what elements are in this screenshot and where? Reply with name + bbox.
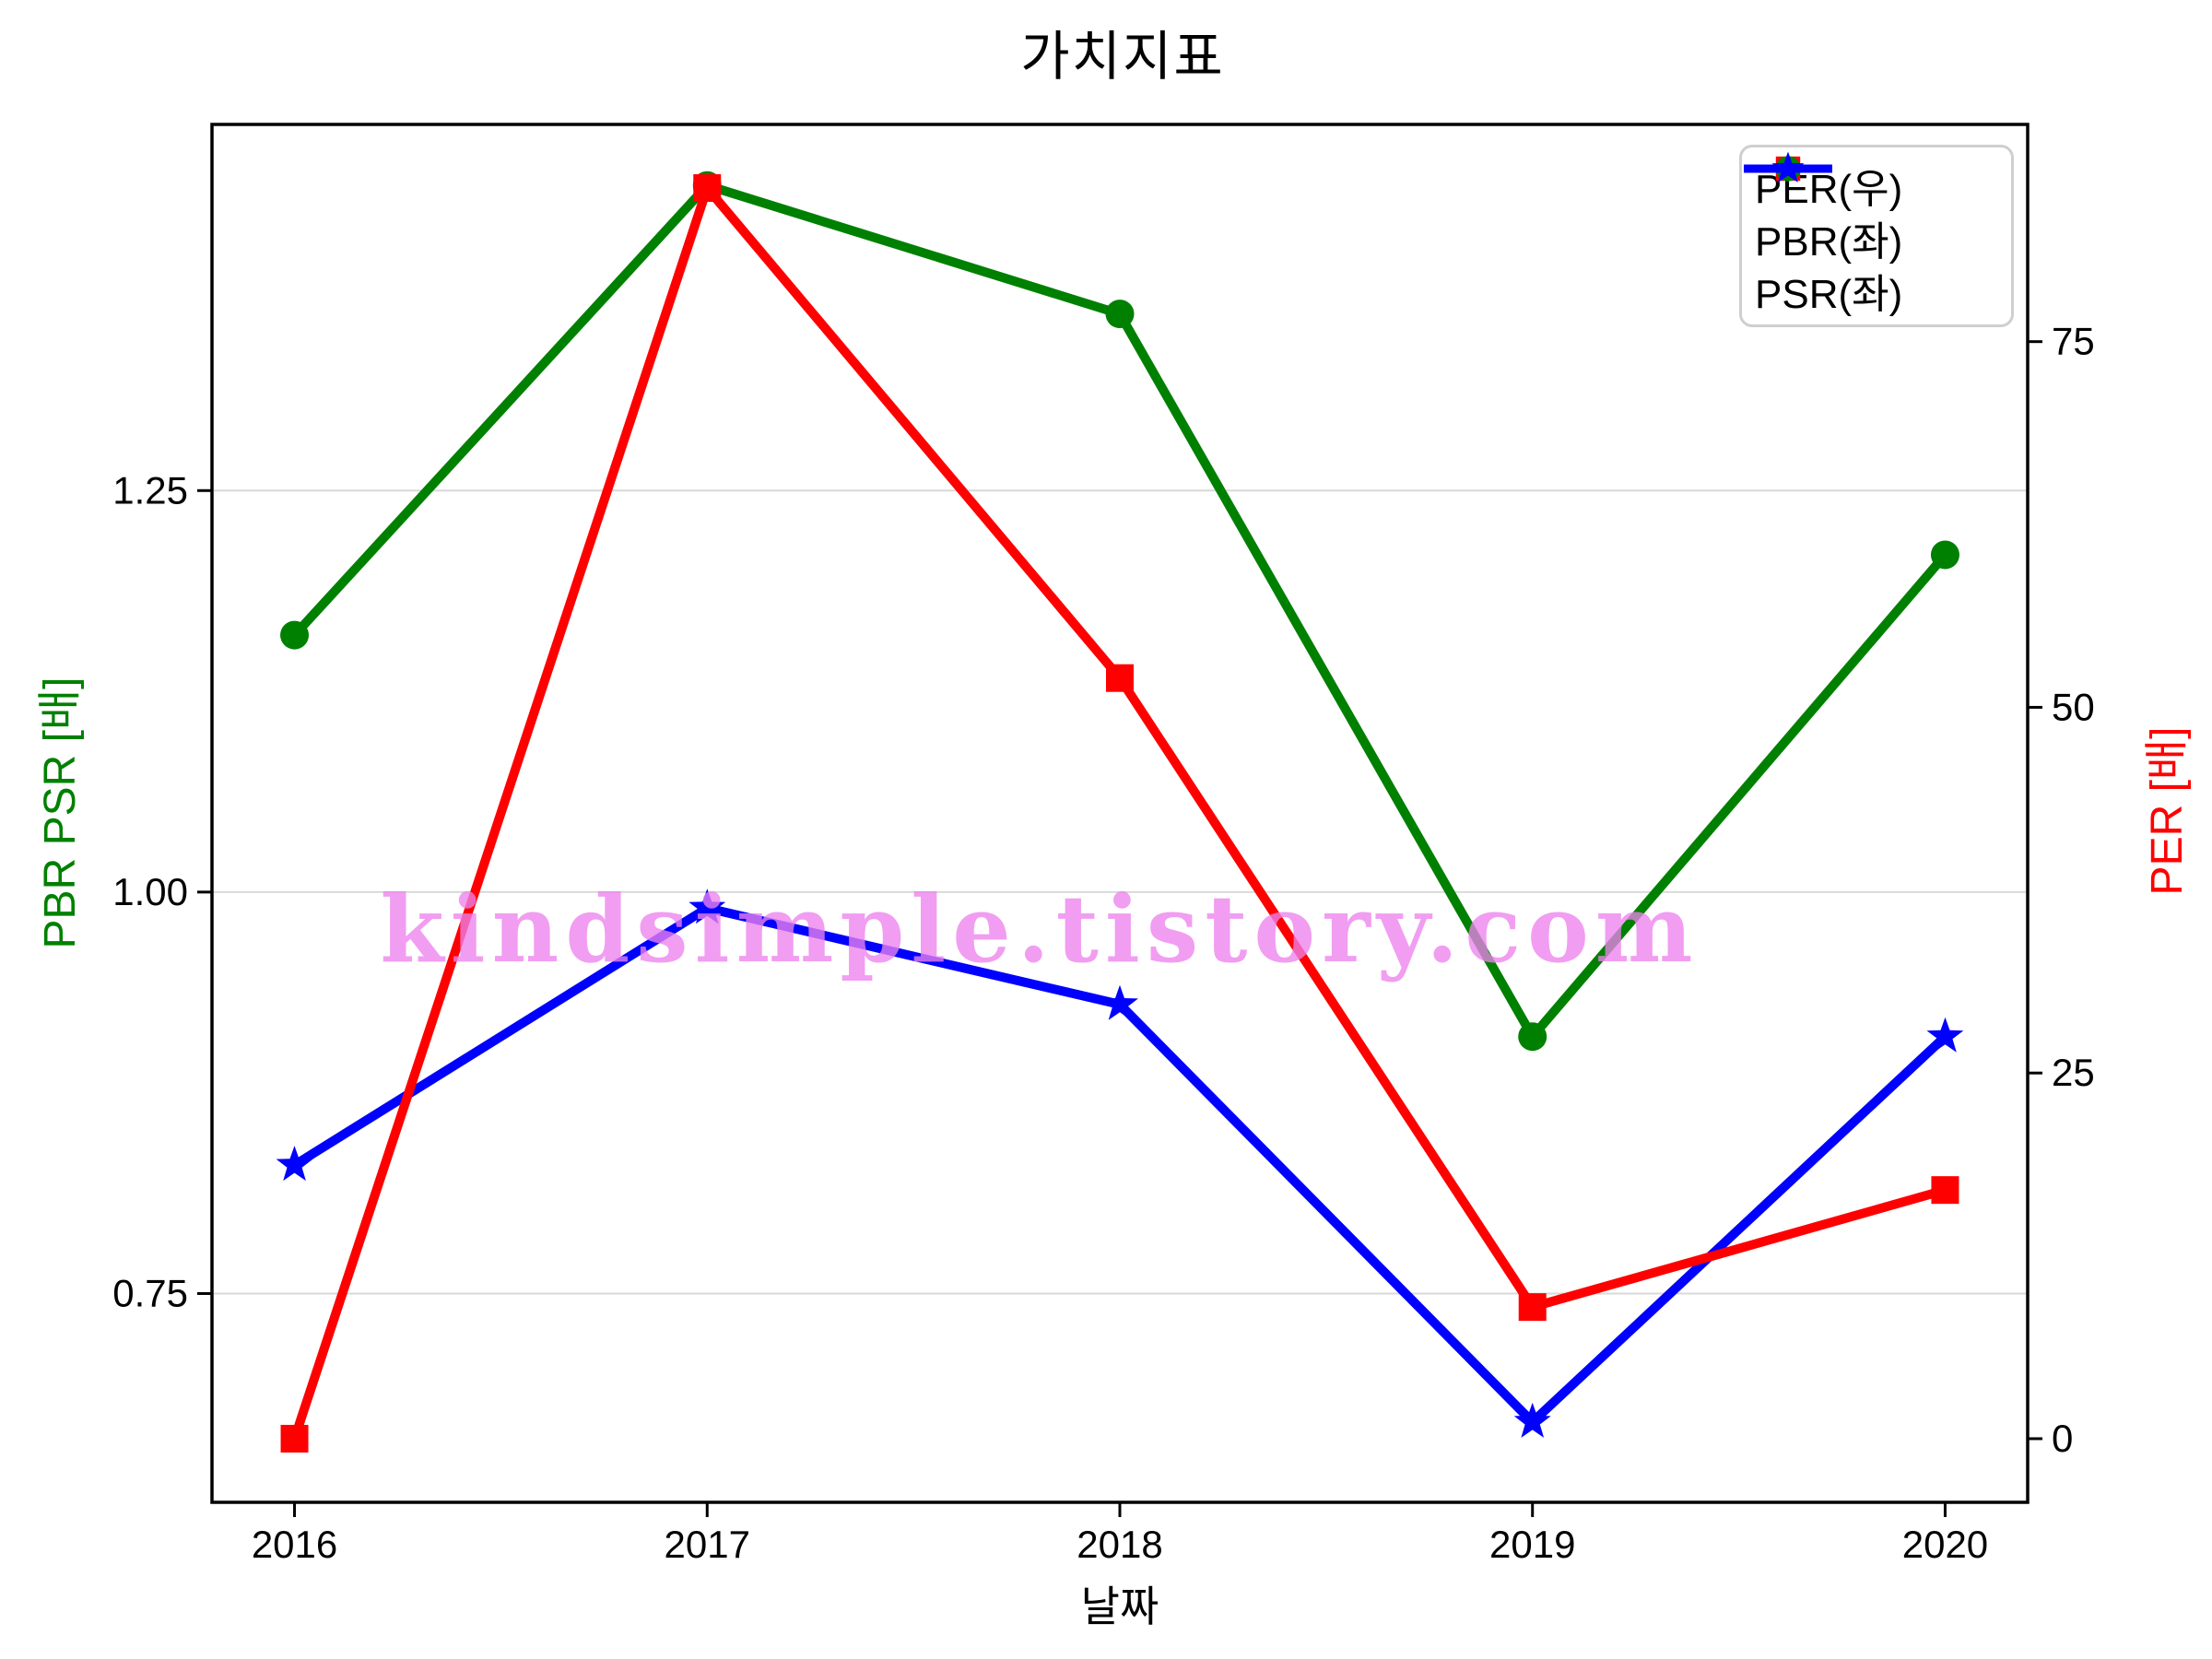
square-marker [1518, 1293, 1547, 1322]
x-tick-label: 2018 [1077, 1523, 1162, 1566]
series-line-PER(우) [289, 183, 1950, 1443]
star-marker [1926, 1017, 1964, 1053]
star-marker [276, 1146, 313, 1182]
chart-title: 가치지표 [1020, 27, 1225, 87]
x-tick-label: 2016 [252, 1523, 337, 1566]
star-marker [688, 888, 726, 924]
circle-marker [280, 620, 310, 650]
x-axis-label: 날짜 [1080, 1583, 1159, 1630]
star-marker [1513, 1402, 1551, 1438]
plot-border [210, 123, 2030, 1504]
circle-marker [1518, 1022, 1547, 1052]
legend-label-pbr: PBR(좌) [1755, 218, 1903, 265]
left-tick-label: 1.00 [112, 870, 188, 913]
right-tick-label: 25 [2052, 1051, 2095, 1094]
x-tick-label: 2020 [1902, 1523, 1988, 1566]
circle-marker [1930, 540, 1959, 570]
left-tick-label: 1.25 [112, 468, 188, 512]
legend-item-pbr: PBR(좌) [1744, 156, 2011, 265]
square-marker [693, 174, 722, 203]
left-axis-label: PBR PSR [배] [36, 677, 85, 949]
legend-item-psr: PSR(좌) [1744, 151, 2011, 317]
star-marker [1101, 984, 1138, 1020]
square-marker [280, 1424, 309, 1453]
right-tick-label: 0 [2052, 1417, 2073, 1460]
x-tick-label: 2017 [665, 1523, 750, 1566]
x-tick-label: 2019 [1489, 1523, 1575, 1566]
right-axis-label: PER [배] [2143, 726, 2192, 896]
circle-marker [1105, 300, 1135, 329]
square-marker [1106, 664, 1134, 692]
watermark-text: kindsimple.tistory.com [380, 875, 1700, 983]
legend-box: PER(우) PBR(좌) PSR(좌) [1739, 145, 2014, 327]
right-tick-label: 75 [2052, 320, 2095, 363]
legend-label-psr: PSR(좌) [1755, 271, 1903, 317]
square-marker [1931, 1176, 1959, 1205]
star-marker [1771, 151, 1805, 182]
left-tick-label: 0.75 [112, 1271, 188, 1314]
right-tick-label: 50 [2052, 685, 2095, 728]
psr-line-swatch [1744, 151, 1832, 182]
